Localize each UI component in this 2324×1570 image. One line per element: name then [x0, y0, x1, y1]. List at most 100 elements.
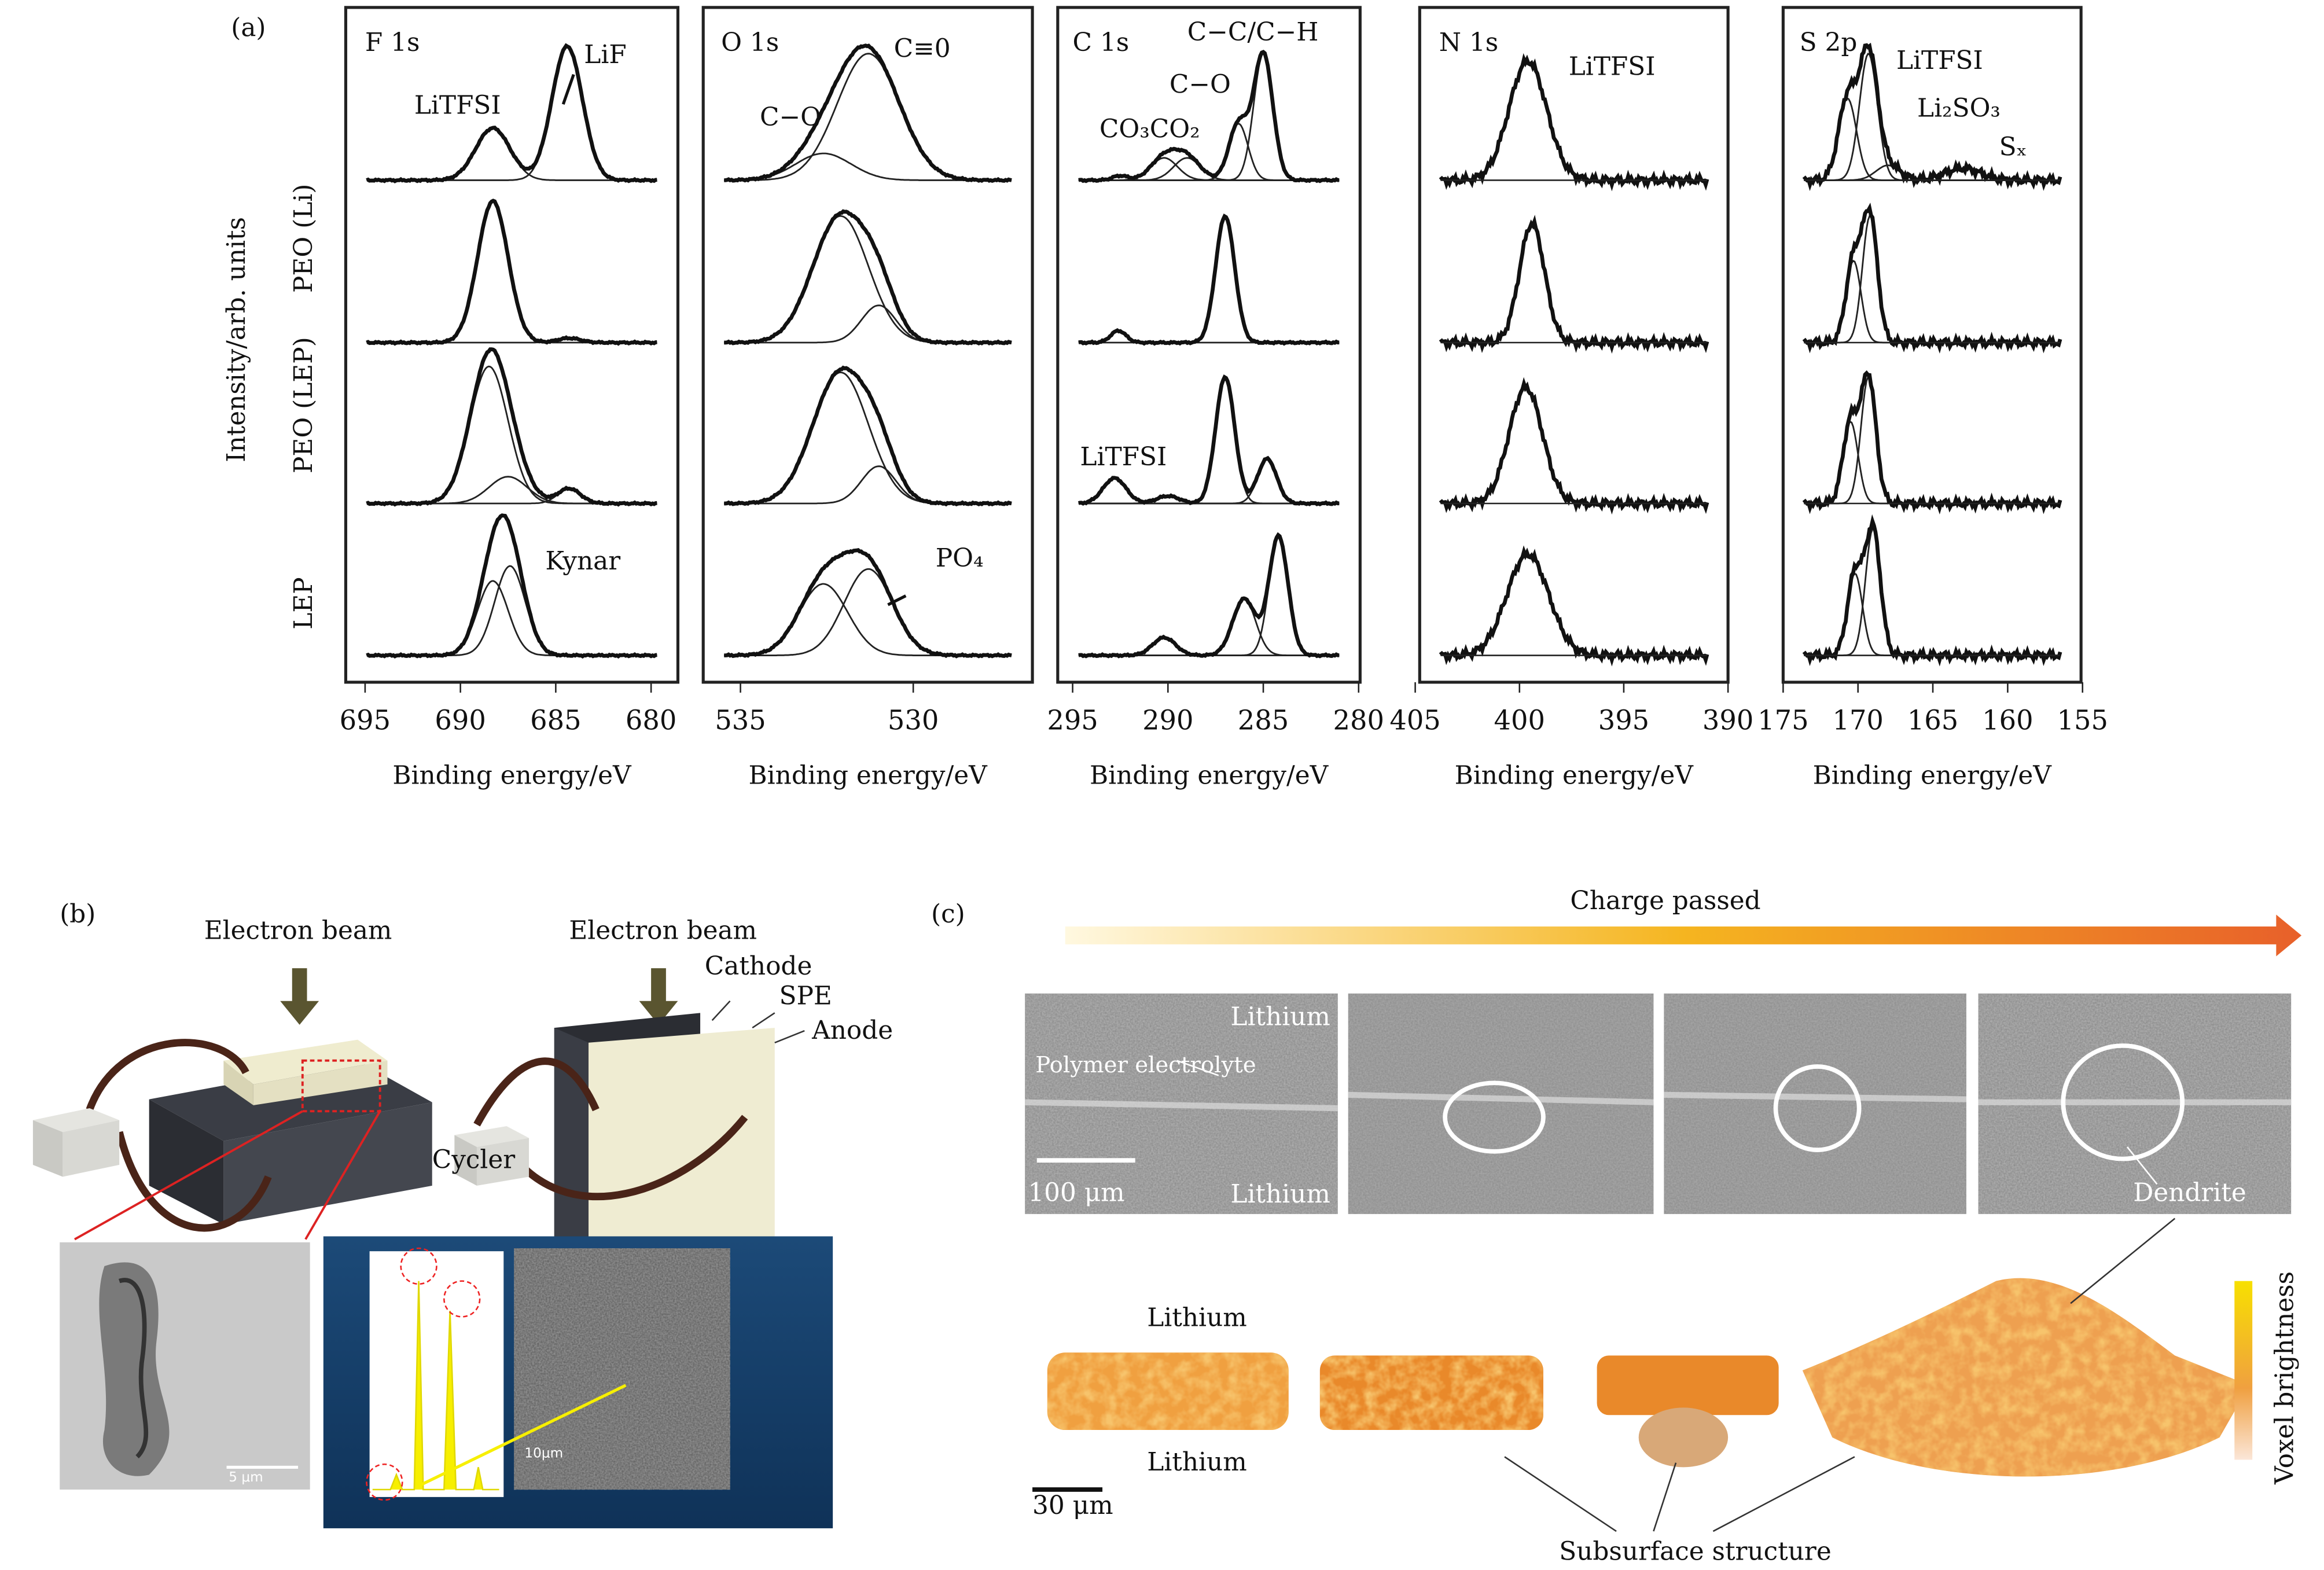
fit-component [1804, 572, 2061, 656]
illustration-label: 5 μm [229, 1470, 263, 1485]
illustration-label: 100 μm [1028, 1178, 1124, 1207]
setup-illustration [32, 968, 833, 1528]
illustration-label: Cycler [432, 1145, 516, 1175]
x-tick-label: 285 [1238, 704, 1289, 736]
row-label: PEO (Li) [289, 184, 318, 293]
illustration-label: Charge passed [1570, 886, 1760, 915]
fit-component [366, 365, 657, 505]
peak-annotation: C−C/C−H [1187, 17, 1319, 47]
spectrum-envelope [724, 547, 1012, 659]
peak-annotation: PO₄ [936, 543, 984, 573]
x-tick-label: 695 [340, 704, 391, 736]
panel-title: F 1s [365, 28, 420, 57]
panel-title: N 1s [1439, 28, 1498, 57]
illustration-label: Lithium [1147, 1447, 1246, 1477]
x-axis-label: Binding energy/eV [392, 761, 632, 790]
annotation-arrow [561, 73, 575, 105]
spectrum-frame [701, 6, 1034, 684]
fit-component [366, 565, 657, 656]
row-label: LEP [289, 577, 318, 629]
xray-slices [1025, 993, 2292, 1214]
fit-component [1078, 215, 1340, 344]
illustration-label: SPE [779, 981, 832, 1011]
fit-component [366, 476, 657, 505]
x-axis-label: Binding energy/eV [1455, 761, 1694, 790]
panel-label: (a) [231, 13, 266, 42]
illustration-label: Subsurface structure [1559, 1537, 1831, 1567]
spectrum-envelope [1078, 532, 1340, 659]
fit-component [1804, 376, 2061, 505]
panel-label: (b) [60, 899, 95, 929]
illustration-label: Dendrite [2133, 1178, 2246, 1207]
fit-component [366, 580, 657, 656]
x-axis-label: Binding energy/eV [1813, 761, 2053, 790]
x-tick-label: 280 [1333, 704, 1384, 736]
x-tick-label: 160 [1982, 704, 2033, 736]
x-axis-label: Binding energy/eV [749, 761, 988, 790]
x-tick-label: 405 [1389, 704, 1440, 736]
tomography-illustration [1025, 914, 2302, 1532]
spectrum-envelope [1078, 374, 1340, 507]
peak-annotation: LiF [584, 40, 626, 69]
x-tick-label: 690 [435, 704, 486, 736]
spectrum-envelope [366, 43, 657, 183]
x-tick-label: 295 [1047, 704, 1098, 736]
spectrum-envelope [724, 43, 1012, 183]
illustration-label: Lithium [1147, 1303, 1246, 1333]
x-tick-label: 175 [1757, 704, 1808, 736]
peak-annotation: LiTFSI [1896, 46, 1983, 75]
spectrum-frame [1418, 6, 1730, 684]
x-tick-label: 390 [1702, 704, 1753, 736]
spectrum-envelope [366, 198, 657, 346]
spectrum-envelope [1802, 514, 2062, 667]
spectrum-frame [1056, 6, 1362, 684]
illustration-label: Electron beam [569, 915, 757, 945]
fit-component [724, 583, 1012, 656]
spectrum-envelope [1439, 215, 1709, 354]
peak-annotation: C−O [1170, 69, 1231, 99]
x-tick-label: 155 [2057, 704, 2108, 736]
spectrum-envelope [1078, 213, 1340, 346]
illustration-label: Lithium [1230, 1002, 1330, 1032]
row-label: PEO (LEP) [289, 337, 318, 473]
panel-label: (c) [931, 899, 965, 929]
x-tick-label: 685 [530, 704, 581, 736]
x-tick-label: 535 [715, 704, 766, 736]
peak-annotation: C−O [760, 102, 821, 132]
annotation-arrow [887, 594, 907, 606]
spectrum-envelope [724, 209, 1012, 346]
illustration-label: Anode [811, 1016, 893, 1045]
peak-annotation: CO₃CO₂ [1100, 115, 1200, 144]
fit-component [1804, 259, 2061, 344]
spectrum-envelope [1802, 370, 2062, 515]
spectrum-frame [344, 6, 680, 684]
spectrum-envelope [1802, 42, 2062, 192]
illustration-label: 30 μm [1032, 1491, 1113, 1520]
x-tick-label: 290 [1142, 704, 1193, 736]
illustration-label: Lithium [1230, 1179, 1330, 1209]
illustration-label: Cathode [705, 951, 812, 981]
x-tick-label: 530 [888, 704, 939, 736]
spectrum-envelope [1439, 545, 1709, 667]
illustration-label: Voxel brightness [2270, 1271, 2299, 1485]
panel-title: S 2p [1800, 28, 1858, 57]
x-tick-label: 395 [1598, 704, 1649, 736]
spectrum-envelope [366, 347, 657, 507]
renders [1032, 1218, 2253, 1532]
panel-title: C 1s [1073, 28, 1130, 57]
fit-component [1078, 535, 1340, 656]
spectrum-envelope [366, 513, 657, 659]
y-axis-label: Intensity/arb. units [222, 217, 251, 462]
illustration-label: 10μm [524, 1446, 563, 1461]
spectrum-envelope [1078, 50, 1340, 183]
peak-annotation: Li₂SO₃ [1917, 93, 2001, 123]
fit-component [1078, 376, 1340, 505]
x-axis-label: Binding energy/eV [1090, 761, 1329, 790]
spectrum-envelope [1802, 203, 2062, 354]
x-tick-label: 400 [1494, 704, 1545, 736]
peak-annotation: C≡0 [894, 34, 951, 64]
peak-annotation: LiTFSI [414, 90, 501, 120]
spectrum-envelope [1439, 377, 1709, 515]
x-tick-label: 170 [1832, 704, 1883, 736]
